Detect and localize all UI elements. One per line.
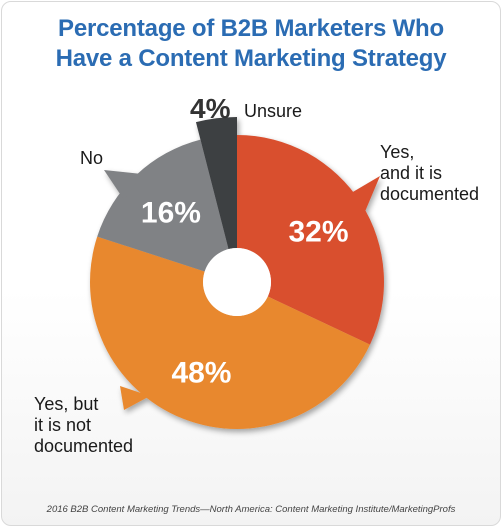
label-yes-documented-line-2: and it is [380, 163, 443, 183]
label-no: No [80, 148, 103, 169]
donut-hole [203, 248, 271, 316]
slice-yes-and-it-is-documented [237, 135, 384, 345]
chart-title-line-2: Have a Content Marketing Strategy [55, 45, 447, 72]
pct-label-yes-but-it-is-not-documented: 48% [171, 357, 231, 390]
label-yes-not-documented-line-3: documented [34, 436, 134, 456]
label-yes-documented-line-3: documented [380, 184, 480, 204]
pct-label-yes-and-it-is-documented: 32% [288, 215, 348, 248]
label-yes-not-documented-line-2: it is not [34, 415, 92, 435]
label-yes-documented: Yes, and it is documented [380, 142, 479, 205]
pct-label-no: 16% [141, 197, 201, 230]
label-no-line-1: No [80, 148, 104, 168]
label-yes-not-documented-line-1: Yes, but [34, 394, 99, 414]
pointer-no [104, 170, 142, 200]
label-yes-not-documented: Yes, but it is not documented [34, 394, 133, 457]
slice-unsure [195, 117, 237, 250]
label-yes-documented-line-1: Yes, [380, 142, 415, 162]
label-unsure-line-1: Unsure [244, 101, 303, 121]
slice-yes-but-it-is-not-documented [89, 236, 371, 430]
label-unsure: Unsure [244, 101, 302, 122]
slice-no [97, 139, 229, 272]
chart-title: Percentage of B2B Marketers Who Have a C… [0, 14, 502, 74]
pct-unsure: 4% [190, 93, 231, 124]
source-note: 2016 B2B Content Marketing Trends—North … [46, 504, 456, 515]
pointer-yes-not-documented [120, 386, 150, 410]
chart-title-line-1: Percentage of B2B Marketers Who [58, 15, 444, 42]
pointer-yes-documented [346, 176, 380, 214]
